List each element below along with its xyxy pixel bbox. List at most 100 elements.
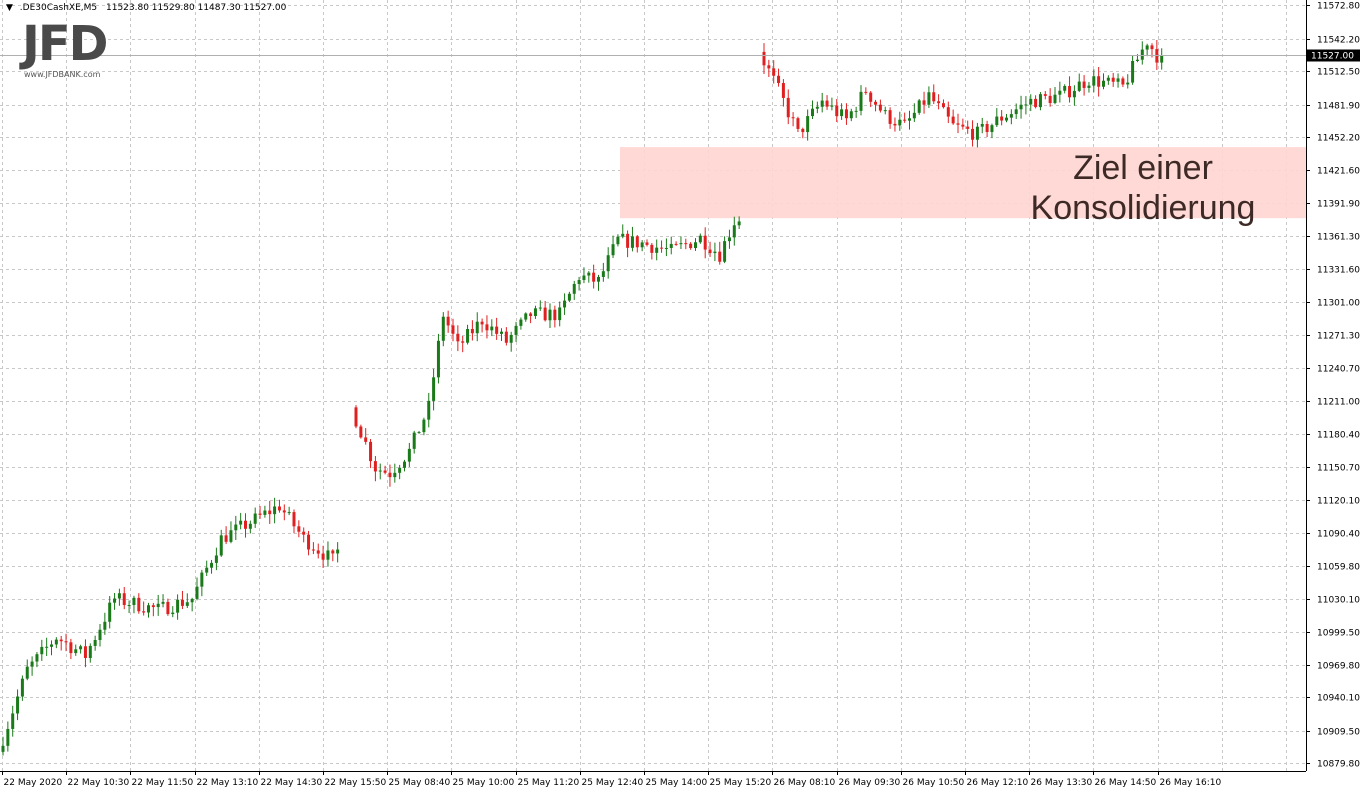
bear-candle (689, 243, 693, 249)
bear-candle (529, 313, 533, 316)
bull-candle (597, 276, 600, 282)
bull-candle (854, 110, 858, 112)
x-tick-label: 22 May 13:10 (197, 778, 259, 788)
triangle-down-icon[interactable]: ▼ (6, 3, 13, 13)
bear-candle (893, 123, 897, 126)
bear-candle (504, 331, 508, 343)
bull-candle (849, 111, 853, 119)
bear-candle (1034, 98, 1038, 108)
bull-candle (664, 247, 668, 249)
bear-candle (791, 117, 795, 119)
bull-candle (563, 300, 567, 308)
bear-candle (151, 605, 155, 608)
bear-candle (985, 123, 989, 133)
bear-candle (1121, 78, 1125, 85)
y-tick-label: 10999.50 (1317, 629, 1360, 639)
bear-candle (844, 109, 848, 119)
bear-candle (1048, 95, 1052, 104)
bull-candle (229, 530, 233, 542)
bull-candle (980, 123, 984, 127)
x-tick-label: 22 May 2020 (4, 778, 63, 788)
bull-candle (616, 236, 620, 245)
bull-candle (1102, 80, 1105, 87)
bull-candle (234, 524, 238, 531)
y-tick-label: 10879.80 (1317, 760, 1360, 770)
bear-candle (553, 309, 557, 321)
bull-candle (840, 109, 844, 117)
bear-candle (446, 316, 450, 326)
bear-candle (383, 470, 387, 473)
bull-candle (611, 244, 615, 256)
bull-candle (132, 597, 136, 605)
bull-candle (1160, 55, 1164, 63)
y-tick-label: 11391.90 (1317, 200, 1360, 210)
bear-candle (946, 107, 950, 117)
bear-candle (966, 126, 970, 129)
bear-candle (767, 65, 771, 69)
y-tick-label: 11542.20 (1317, 36, 1360, 46)
bull-candle (20, 678, 24, 697)
y-tick-label: 10940.10 (1317, 694, 1360, 704)
bear-candle (180, 599, 184, 606)
bull-candle (475, 321, 479, 334)
current-price-tag (1307, 49, 1360, 62)
bear-candle (801, 128, 805, 133)
bull-candle (185, 602, 189, 606)
bear-candle (277, 506, 281, 511)
x-tick-label: 25 May 14:00 (646, 778, 708, 788)
bull-candle (1126, 82, 1130, 85)
bull-candle (572, 283, 576, 294)
bull-candle (263, 510, 267, 515)
consolidation-zone-label: Ziel einer Konsolidierung (1013, 148, 1273, 228)
bear-candle (1082, 81, 1086, 88)
bear-candle (1150, 45, 1154, 50)
bull-candle (25, 666, 29, 679)
bear-candle (1000, 116, 1004, 121)
bull-candle (859, 91, 863, 111)
bull-candle (1145, 45, 1149, 50)
bull-candle (6, 728, 10, 746)
y-tick-label: 11452.20 (1317, 134, 1360, 144)
bull-candle (606, 255, 610, 272)
bull-candle (407, 448, 411, 462)
bull-candle (883, 110, 887, 112)
y-tick-label: 11481.90 (1317, 102, 1360, 112)
bull-candle (50, 644, 53, 647)
bear-candle (485, 324, 489, 331)
zone-label-line-2: Konsolidierung (1030, 189, 1256, 227)
bull-candle (441, 316, 445, 341)
bear-candle (495, 326, 499, 334)
bull-candle (108, 602, 112, 622)
bull-candle (975, 126, 979, 140)
bear-candle (674, 243, 678, 245)
y-tick-label: 11059.80 (1317, 563, 1360, 573)
y-tick-label: 11030.10 (1317, 596, 1360, 606)
bull-candle (35, 654, 39, 662)
bear-candle (635, 236, 639, 248)
bull-candle (1116, 78, 1120, 82)
bull-candle (103, 621, 107, 630)
bull-candle (190, 598, 194, 603)
bear-candle (331, 550, 335, 554)
bear-candle (354, 407, 358, 427)
bull-candle (1077, 81, 1081, 91)
bull-candle (1053, 94, 1057, 104)
bull-candle (427, 400, 431, 420)
bull-candle (1131, 60, 1135, 83)
bear-candle (777, 75, 781, 84)
bull-candle (582, 275, 586, 280)
bull-candle (519, 319, 523, 326)
x-tick-label: 22 May 11:50 (132, 778, 194, 788)
bear-candle (1068, 86, 1072, 98)
bull-candle (422, 419, 426, 433)
bull-candle (45, 646, 49, 648)
y-tick-label: 11331.60 (1317, 266, 1360, 276)
x-tick-label: 26 May 16:10 (1160, 778, 1222, 788)
bear-candle (956, 123, 960, 125)
bear-candle (166, 601, 170, 615)
y-tick-label: 10909.50 (1317, 728, 1360, 738)
bear-candle (762, 51, 766, 66)
bull-candle (1038, 94, 1042, 108)
bear-candle (543, 307, 547, 321)
